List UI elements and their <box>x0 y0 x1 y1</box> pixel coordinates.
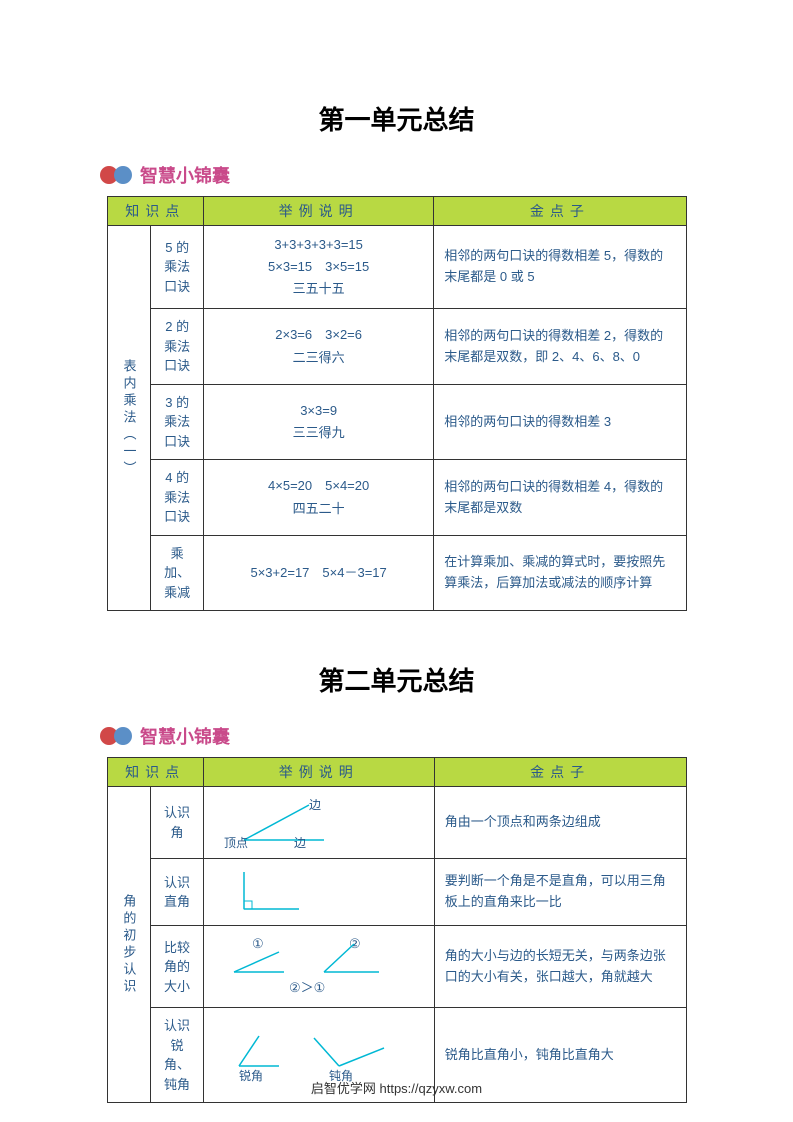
compare-angle-diagram-cell: ① ② ②＞① <box>203 926 434 1008</box>
table-row: 4 的乘法口诀 4×5=20 5×4=20 四五二十 相邻的两句口诀的得数相差 … <box>107 460 686 536</box>
table-header-row: 知识点 举例说明 金点子 <box>107 758 686 787</box>
row-example: 3+3+3+3+3=15 5×3=15 3×5=15 三五十五 <box>203 226 433 309</box>
row-tip: 角的大小与边的长短无关，与两条边张口的大小有关，张口越大，角就越大 <box>434 926 686 1008</box>
owl-icon <box>100 166 132 184</box>
unit2-section-header: 智慧小锦囊 <box>100 723 793 749</box>
table-row: 角的初步认识 认识角 边 顶点 边 角由一个顶点和两条边组成 <box>107 787 686 859</box>
compare-angles-icon: ① ② ②＞① <box>214 934 404 999</box>
row-label: 5 的乘法口诀 <box>151 226 204 309</box>
row-tip: 相邻的两句口诀的得数相差 5，得数的末尾都是 0 或 5 <box>434 226 686 309</box>
footer-text: 启智优学网 https://qzyxw.com <box>0 1078 793 1097</box>
row-label: 认识角 <box>151 787 204 859</box>
owl-icon <box>100 727 132 745</box>
row-tip: 相邻的两句口诀的得数相差 3 <box>434 384 686 460</box>
table-row: 表内乘法（一） 5 的乘法口诀 3+3+3+3+3=15 5×3=15 3×5=… <box>107 226 686 309</box>
row-example: 4×5=20 5×4=20 四五二十 <box>203 460 433 536</box>
row-label: 4 的乘法口诀 <box>151 460 204 536</box>
svg-text:②: ② <box>349 936 361 951</box>
row-label: 比较角的大小 <box>151 926 204 1008</box>
right-angle-icon <box>214 867 314 917</box>
header-knowledge: 知识点 <box>107 197 203 226</box>
unit1-section-label: 智慧小锦囊 <box>140 162 230 188</box>
svg-text:顶点: 顶点 <box>224 836 248 850</box>
svg-text:边: 边 <box>309 798 321 812</box>
category-cell: 角的初步认识 <box>107 787 151 1103</box>
row-example: 2×3=6 3×2=6 二三得六 <box>203 309 433 385</box>
table-header-row: 知识点 举例说明 金点子 <box>107 197 686 226</box>
angle-diagram-cell: 边 顶点 边 <box>203 787 434 859</box>
unit2-section-label: 智慧小锦囊 <box>140 723 230 749</box>
unit1-title: 第一单元总结 <box>0 100 793 137</box>
row-example: 5×3+2=17 5×4－3=17 <box>203 535 433 611</box>
header-knowledge: 知识点 <box>107 758 203 787</box>
unit1-section-header: 智慧小锦囊 <box>100 162 793 188</box>
row-tip: 在计算乘加、乘减的算式时，要按照先算乘法，后算加法或减法的顺序计算 <box>434 535 686 611</box>
svg-text:①: ① <box>252 936 264 951</box>
table-row: 2 的乘法口诀 2×3=6 3×2=6 二三得六 相邻的两句口诀的得数相差 2，… <box>107 309 686 385</box>
row-example: 3×3=9 三三得九 <box>203 384 433 460</box>
row-tip: 要判断一个角是不是直角，可以用三角板上的直角来比一比 <box>434 859 686 926</box>
svg-text:边: 边 <box>294 836 306 850</box>
row-label: 认识直角 <box>151 859 204 926</box>
angle-basic-icon: 边 顶点 边 <box>214 795 354 850</box>
unit1-table: 知识点 举例说明 金点子 表内乘法（一） 5 的乘法口诀 3+3+3+3+3=1… <box>107 196 687 611</box>
table-row: 乘加、乘减 5×3+2=17 5×4－3=17 在计算乘加、乘减的算式时，要按照… <box>107 535 686 611</box>
header-example: 举例说明 <box>203 197 433 226</box>
header-tip: 金点子 <box>434 758 686 787</box>
header-example: 举例说明 <box>203 758 434 787</box>
unit2-title: 第二单元总结 <box>0 661 793 698</box>
acute-obtuse-icon: 锐角 钝角 <box>214 1028 404 1083</box>
category-cell: 表内乘法（一） <box>107 226 151 611</box>
right-angle-diagram-cell <box>203 859 434 926</box>
row-label: 2 的乘法口诀 <box>151 309 204 385</box>
table-row: 比较角的大小 ① ② ②＞① 角的大小与边的长短无关，与两条边张口的大小有关，张… <box>107 926 686 1008</box>
unit2-table: 知识点 举例说明 金点子 角的初步认识 认识角 边 顶点 边 角由一个顶点和两条… <box>107 757 687 1103</box>
table-row: 认识直角 要判断一个角是不是直角，可以用三角板上的直角来比一比 <box>107 859 686 926</box>
svg-text:②＞①: ②＞① <box>289 980 325 995</box>
row-tip: 相邻的两句口诀的得数相差 4，得数的末尾都是双数 <box>434 460 686 536</box>
row-tip: 角由一个顶点和两条边组成 <box>434 787 686 859</box>
header-tip: 金点子 <box>434 197 686 226</box>
row-tip: 相邻的两句口诀的得数相差 2，得数的末尾都是双数，即 2、4、6、8、0 <box>434 309 686 385</box>
table-row: 3 的乘法口诀 3×3=9 三三得九 相邻的两句口诀的得数相差 3 <box>107 384 686 460</box>
row-label: 乘加、乘减 <box>151 535 204 611</box>
row-label: 3 的乘法口诀 <box>151 384 204 460</box>
